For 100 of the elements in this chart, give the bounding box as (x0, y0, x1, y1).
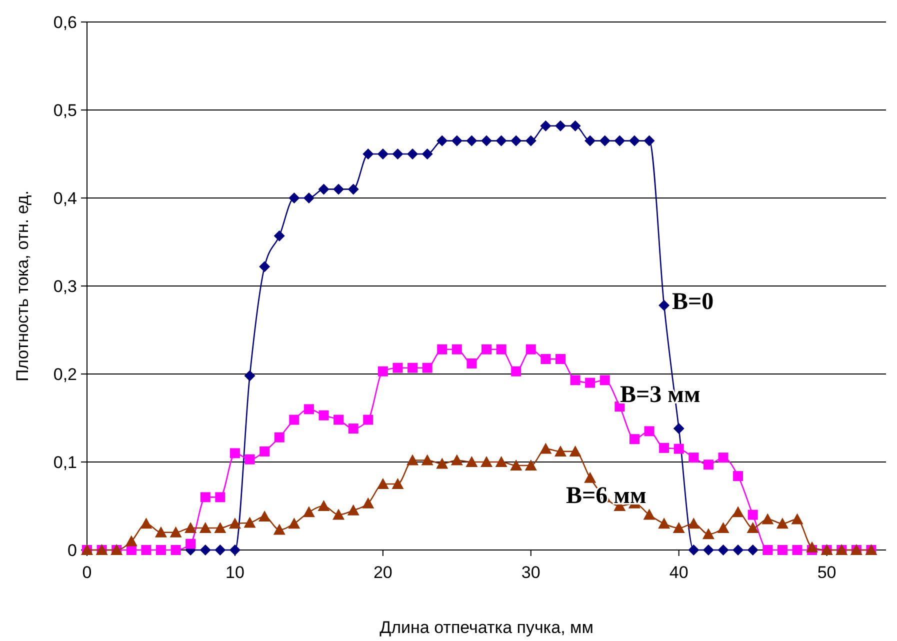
point (511, 366, 522, 376)
point (170, 545, 181, 555)
x-tick-label: 30 (521, 563, 540, 582)
point (318, 410, 329, 420)
y-tick-label: 0,2 (53, 364, 77, 384)
x-tick-label: 40 (669, 563, 688, 582)
point (451, 135, 462, 146)
y-tick-label: 0,3 (53, 276, 77, 296)
point (496, 135, 507, 146)
point (540, 354, 551, 364)
point (304, 404, 314, 414)
point (392, 148, 404, 160)
point (392, 362, 403, 373)
point (466, 456, 478, 467)
point (481, 135, 492, 146)
point (791, 513, 804, 524)
point (658, 300, 670, 311)
point (334, 414, 344, 425)
point (702, 544, 714, 556)
point (392, 478, 404, 489)
point (215, 492, 226, 502)
point (600, 375, 610, 386)
point (674, 444, 684, 454)
point (288, 192, 300, 204)
y-tick-label: 0 (68, 540, 77, 560)
point (570, 120, 581, 132)
point (333, 184, 344, 195)
point (482, 344, 492, 354)
y-tick-label: 0,6 (53, 12, 77, 32)
point (806, 541, 818, 552)
point (407, 148, 418, 160)
point (599, 135, 610, 146)
point (525, 135, 536, 146)
point (718, 452, 728, 463)
point (126, 545, 136, 555)
point (244, 454, 255, 464)
point (673, 423, 684, 434)
point (748, 510, 758, 520)
point (733, 471, 744, 482)
point (362, 497, 374, 508)
point (186, 538, 196, 549)
point (510, 460, 522, 471)
y-axis-title: Плотность тока, отн. ед. (13, 190, 32, 382)
point (495, 456, 508, 467)
point (644, 426, 654, 436)
point (363, 414, 374, 425)
point (466, 358, 477, 368)
point (244, 370, 256, 382)
point (584, 472, 596, 483)
point (555, 354, 566, 364)
point (436, 135, 448, 146)
point (422, 362, 432, 373)
point (348, 424, 358, 434)
point (480, 456, 492, 467)
point (762, 545, 773, 555)
x-tick-label: 20 (373, 563, 392, 582)
point (274, 230, 285, 242)
x-tick-label: 0 (82, 563, 92, 582)
point (688, 452, 699, 463)
point (629, 434, 640, 444)
point (154, 526, 167, 538)
point (260, 446, 270, 456)
point (437, 344, 448, 354)
point (540, 442, 552, 454)
point (421, 454, 434, 466)
point (702, 528, 714, 540)
point (348, 184, 359, 195)
point (658, 518, 670, 529)
point (200, 544, 211, 556)
point (584, 135, 596, 146)
point (717, 522, 730, 533)
point (628, 135, 640, 146)
point (302, 506, 315, 518)
point (274, 432, 284, 442)
point (184, 522, 197, 533)
point (156, 545, 166, 555)
point (258, 510, 271, 522)
point (289, 414, 300, 425)
point (170, 526, 182, 538)
point (288, 518, 300, 529)
point (450, 454, 463, 466)
point (570, 375, 580, 386)
x-axis-title: Длина отпечатка пучка, мм (380, 618, 594, 637)
point (732, 506, 744, 518)
point (732, 544, 744, 556)
point (347, 504, 360, 516)
point (200, 492, 210, 502)
point (466, 135, 478, 146)
point (259, 261, 270, 272)
point (747, 544, 758, 556)
point (644, 135, 655, 146)
point (436, 458, 448, 469)
point (496, 344, 506, 354)
point (408, 362, 418, 373)
point (643, 508, 656, 520)
point (776, 518, 788, 529)
x-tick-label: 50 (817, 563, 836, 582)
point (318, 500, 330, 511)
point (318, 184, 330, 195)
x-tick-label: 10 (226, 563, 244, 582)
